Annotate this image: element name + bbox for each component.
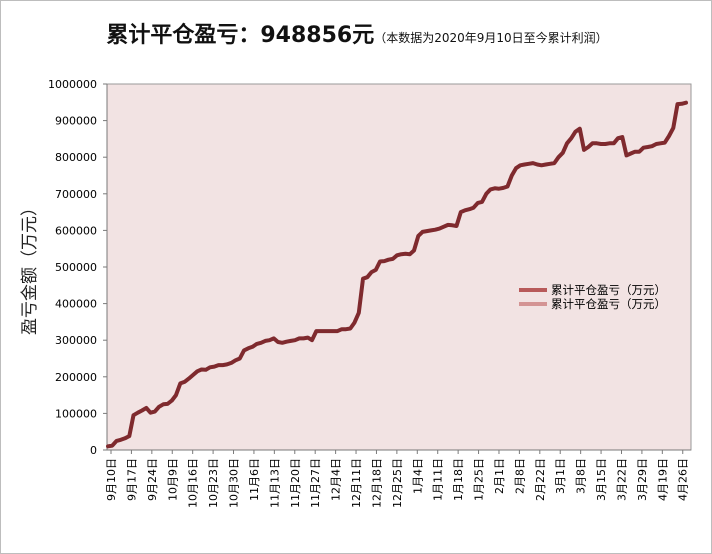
y-tick-label: 900000 — [55, 115, 97, 128]
x-tick-label: 10月9日 — [166, 458, 179, 501]
x-tick-label: 11月27日 — [309, 458, 322, 508]
x-tick-label: 12月11日 — [350, 458, 363, 508]
x-tick-label: 9月17日 — [125, 458, 138, 501]
series-layer — [106, 100, 688, 449]
x-tick-label: 12月25日 — [391, 458, 404, 508]
legend-label: 累计平仓盈亏（万元） — [551, 297, 666, 311]
series-line-cumulative-pnl — [106, 100, 688, 449]
x-tick-label: 3月15日 — [595, 458, 608, 501]
y-tick-label: 0 — [90, 444, 97, 457]
chart-title-main: 累计平仓盈亏：948856元 — [106, 23, 375, 48]
y-tick-label: 400000 — [55, 298, 97, 311]
y-axis-label: 盈亏金额（万元） — [20, 199, 40, 335]
x-tick-label: 10月23日 — [207, 458, 220, 508]
x-tick-label: 11月20日 — [289, 458, 302, 508]
x-axis: 9月10日 9月17日 9月24日 10月9日 10月16日 10月23日 10月30日 11… — [105, 449, 691, 508]
x-tick-label: 9月10日 — [105, 458, 118, 501]
x-tick-label: 3月22日 — [615, 458, 628, 501]
x-tick-label: 12月4日 — [330, 458, 343, 501]
x-tick-label: 1月11日 — [432, 458, 445, 501]
y-tick-label: 500000 — [55, 261, 97, 274]
x-tick-label: 2月1日 — [493, 458, 506, 494]
x-tick-label: 4月26日 — [677, 458, 690, 501]
y-tick-label: 100000 — [55, 407, 97, 420]
x-tick-label: 1月25日 — [473, 458, 486, 501]
y-tick-label: 1000000 — [48, 78, 97, 91]
x-tick-label: 1月18日 — [452, 458, 465, 501]
x-tick-label: 11月6日 — [248, 458, 261, 501]
legend: 累计平仓盈亏（万元）累计平仓盈亏（万元） — [519, 283, 666, 311]
x-tick-label: 10月16日 — [187, 458, 200, 508]
plot-area — [106, 83, 692, 451]
chart-subtitle: （本数据为2020年9月10日至今累计利润） — [374, 31, 608, 45]
y-tick-label: 700000 — [55, 188, 97, 201]
y-tick-label: 200000 — [55, 371, 97, 384]
y-tick-label: 600000 — [55, 224, 97, 237]
x-tick-label: 9月24日 — [146, 458, 159, 501]
x-tick-label: 3月29日 — [636, 458, 649, 501]
x-tick-label: 4月19日 — [656, 458, 669, 501]
chart-title: 累计平仓盈亏：948856元（本数据为2020年9月10日至今累计利润） — [1, 17, 712, 49]
y-tick-label: 800000 — [55, 151, 97, 164]
x-tick-label: 2月8日 — [513, 458, 526, 494]
y-axis: 0 100000 200000 300000 400000 500000 600000 700… — [48, 78, 108, 457]
legend-label: 累计平仓盈亏（万元） — [551, 283, 666, 297]
x-tick-label: 12月18日 — [370, 458, 383, 508]
x-tick-label: 3月8日 — [575, 458, 588, 494]
y-tick-label: 300000 — [55, 334, 97, 347]
x-tick-label: 3月1日 — [554, 458, 567, 494]
x-tick-label: 2月22日 — [534, 458, 547, 501]
x-tick-label: 11月13日 — [268, 458, 281, 508]
x-tick-label: 10月30日 — [228, 458, 241, 508]
x-tick-label: 1月4日 — [411, 458, 424, 494]
